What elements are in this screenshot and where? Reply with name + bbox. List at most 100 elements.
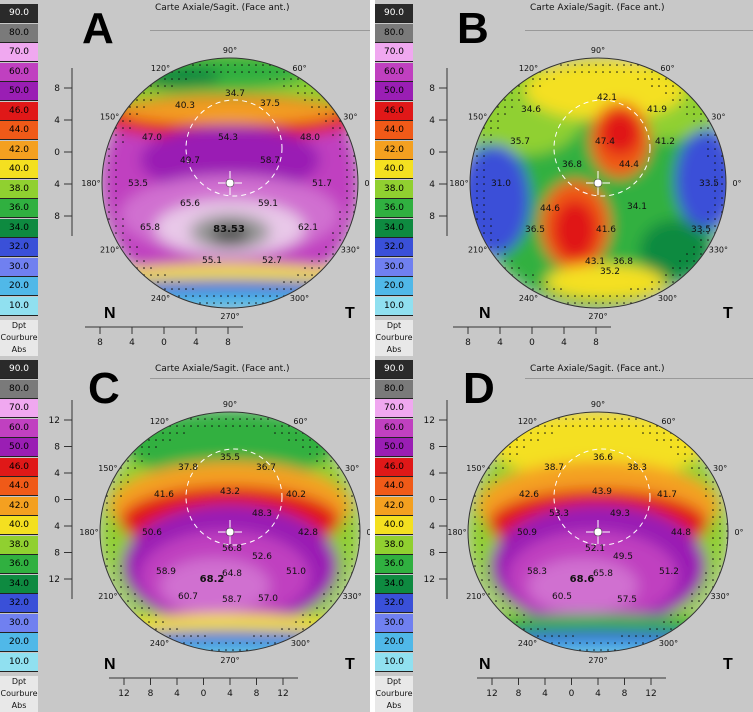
- mask-dot: [141, 446, 143, 448]
- mask-dot: [337, 474, 339, 476]
- mask-dot: [721, 169, 723, 171]
- mask-dot: [129, 106, 131, 108]
- mask-dot: [192, 71, 194, 73]
- mask-dot: [518, 85, 520, 87]
- mask-dot: [474, 509, 476, 511]
- mask-dot: [630, 295, 632, 297]
- scale-swatch: 90.0: [375, 360, 413, 379]
- mask-dot: [218, 642, 220, 644]
- scale-swatch: 60.0: [375, 62, 413, 82]
- temporal-label: T: [345, 656, 355, 673]
- mask-dot: [665, 92, 667, 94]
- mask-dot: [481, 551, 483, 553]
- mask-dot: [339, 141, 341, 143]
- mask-dot: [148, 607, 150, 609]
- mask-dot: [497, 246, 499, 248]
- mask-dot: [157, 274, 159, 276]
- mask-dot: [351, 509, 353, 511]
- mask-dot: [276, 288, 278, 290]
- meridian-label: 180°: [79, 528, 98, 537]
- mask-dot: [651, 85, 653, 87]
- mask-dot: [197, 425, 199, 427]
- mask-dot: [707, 155, 709, 157]
- mask-dot: [553, 288, 555, 290]
- y-tick-label: 0: [54, 148, 60, 158]
- mask-dot: [714, 225, 716, 227]
- mask-dot: [106, 537, 108, 539]
- mask-dot: [274, 642, 276, 644]
- mask-dot: [211, 418, 213, 420]
- mask-dot: [511, 267, 513, 269]
- topography-map: 12 8 4 0 4 8 12 12 8 4 0 4 8 12 90° 60° 30° 0° 330° 300° 270…: [49, 400, 370, 699]
- mask-dot: [558, 425, 560, 427]
- mask-dot: [712, 495, 714, 497]
- mask-dot: [332, 113, 334, 115]
- mask-dot: [127, 600, 129, 602]
- mask-dot: [346, 211, 348, 213]
- mask-dot: [106, 565, 108, 567]
- mask-dot: [581, 64, 583, 66]
- mask-dot: [197, 418, 199, 420]
- y-tick-label: 12: [424, 416, 435, 426]
- curvature-value: 58.7: [260, 156, 280, 166]
- mask-dot: [516, 614, 518, 616]
- mask-dot: [337, 586, 339, 588]
- mask-dot: [127, 460, 129, 462]
- map-panel-a: 90.0 80.0 70.0 60.0 50.0 46.0 44.0 42.0 40.0 38.0…: [0, 0, 370, 358]
- mask-dot: [672, 281, 674, 283]
- y-tick-label: 4: [54, 180, 60, 190]
- scale-swatch: 60.0: [0, 62, 38, 82]
- mask-dot: [316, 446, 318, 448]
- meridian-label: 0°: [732, 179, 741, 188]
- mask-dot: [488, 565, 490, 567]
- mask-dot: [672, 92, 674, 94]
- mask-dot: [337, 495, 339, 497]
- nasal-label: N: [479, 656, 491, 673]
- mask-dot: [255, 295, 257, 297]
- mask-dot: [490, 127, 492, 129]
- mask-dot: [143, 260, 145, 262]
- iso-zone: [525, 60, 685, 120]
- mask-dot: [481, 516, 483, 518]
- mask-dot: [227, 295, 229, 297]
- mask-dot: [204, 635, 206, 637]
- mask-dot: [483, 211, 485, 213]
- mask-dot: [115, 155, 117, 157]
- mask-dot: [586, 418, 588, 420]
- mask-dot: [614, 649, 616, 651]
- mask-dot: [316, 607, 318, 609]
- mask-dot: [120, 593, 122, 595]
- mask-dot: [476, 218, 478, 220]
- mask-dot: [318, 113, 320, 115]
- mask-dot: [346, 218, 348, 220]
- meridian-label: 330°: [710, 592, 729, 601]
- mask-dot: [658, 281, 660, 283]
- mask-dot: [148, 614, 150, 616]
- mask-dot: [476, 183, 478, 185]
- mask-dot: [122, 141, 124, 143]
- curvature-value: 35.5: [220, 453, 240, 463]
- mask-dot: [602, 295, 604, 297]
- mask-dot: [700, 127, 702, 129]
- curvature-value: 34.1: [627, 202, 647, 212]
- mask-dot: [295, 621, 297, 623]
- mask-dot: [213, 64, 215, 66]
- mask-dot: [346, 176, 348, 178]
- mask-dot: [344, 502, 346, 504]
- curvature-value: 51.0: [286, 567, 306, 577]
- x-tick-label: 4: [129, 338, 135, 348]
- mask-dot: [339, 155, 341, 157]
- mask-dot: [714, 218, 716, 220]
- mask-dot: [197, 642, 199, 644]
- mask-dot: [253, 642, 255, 644]
- meridian-label: 240°: [151, 294, 170, 303]
- mask-dot: [700, 246, 702, 248]
- mask-dot: [332, 239, 334, 241]
- curvature-value: 33.5: [691, 225, 711, 235]
- mask-dot: [262, 295, 264, 297]
- mask-dot: [488, 579, 490, 581]
- mask-dot: [712, 544, 714, 546]
- y-tick-label: 8: [429, 84, 435, 94]
- mask-dot: [546, 71, 548, 73]
- mask-dot: [164, 78, 166, 80]
